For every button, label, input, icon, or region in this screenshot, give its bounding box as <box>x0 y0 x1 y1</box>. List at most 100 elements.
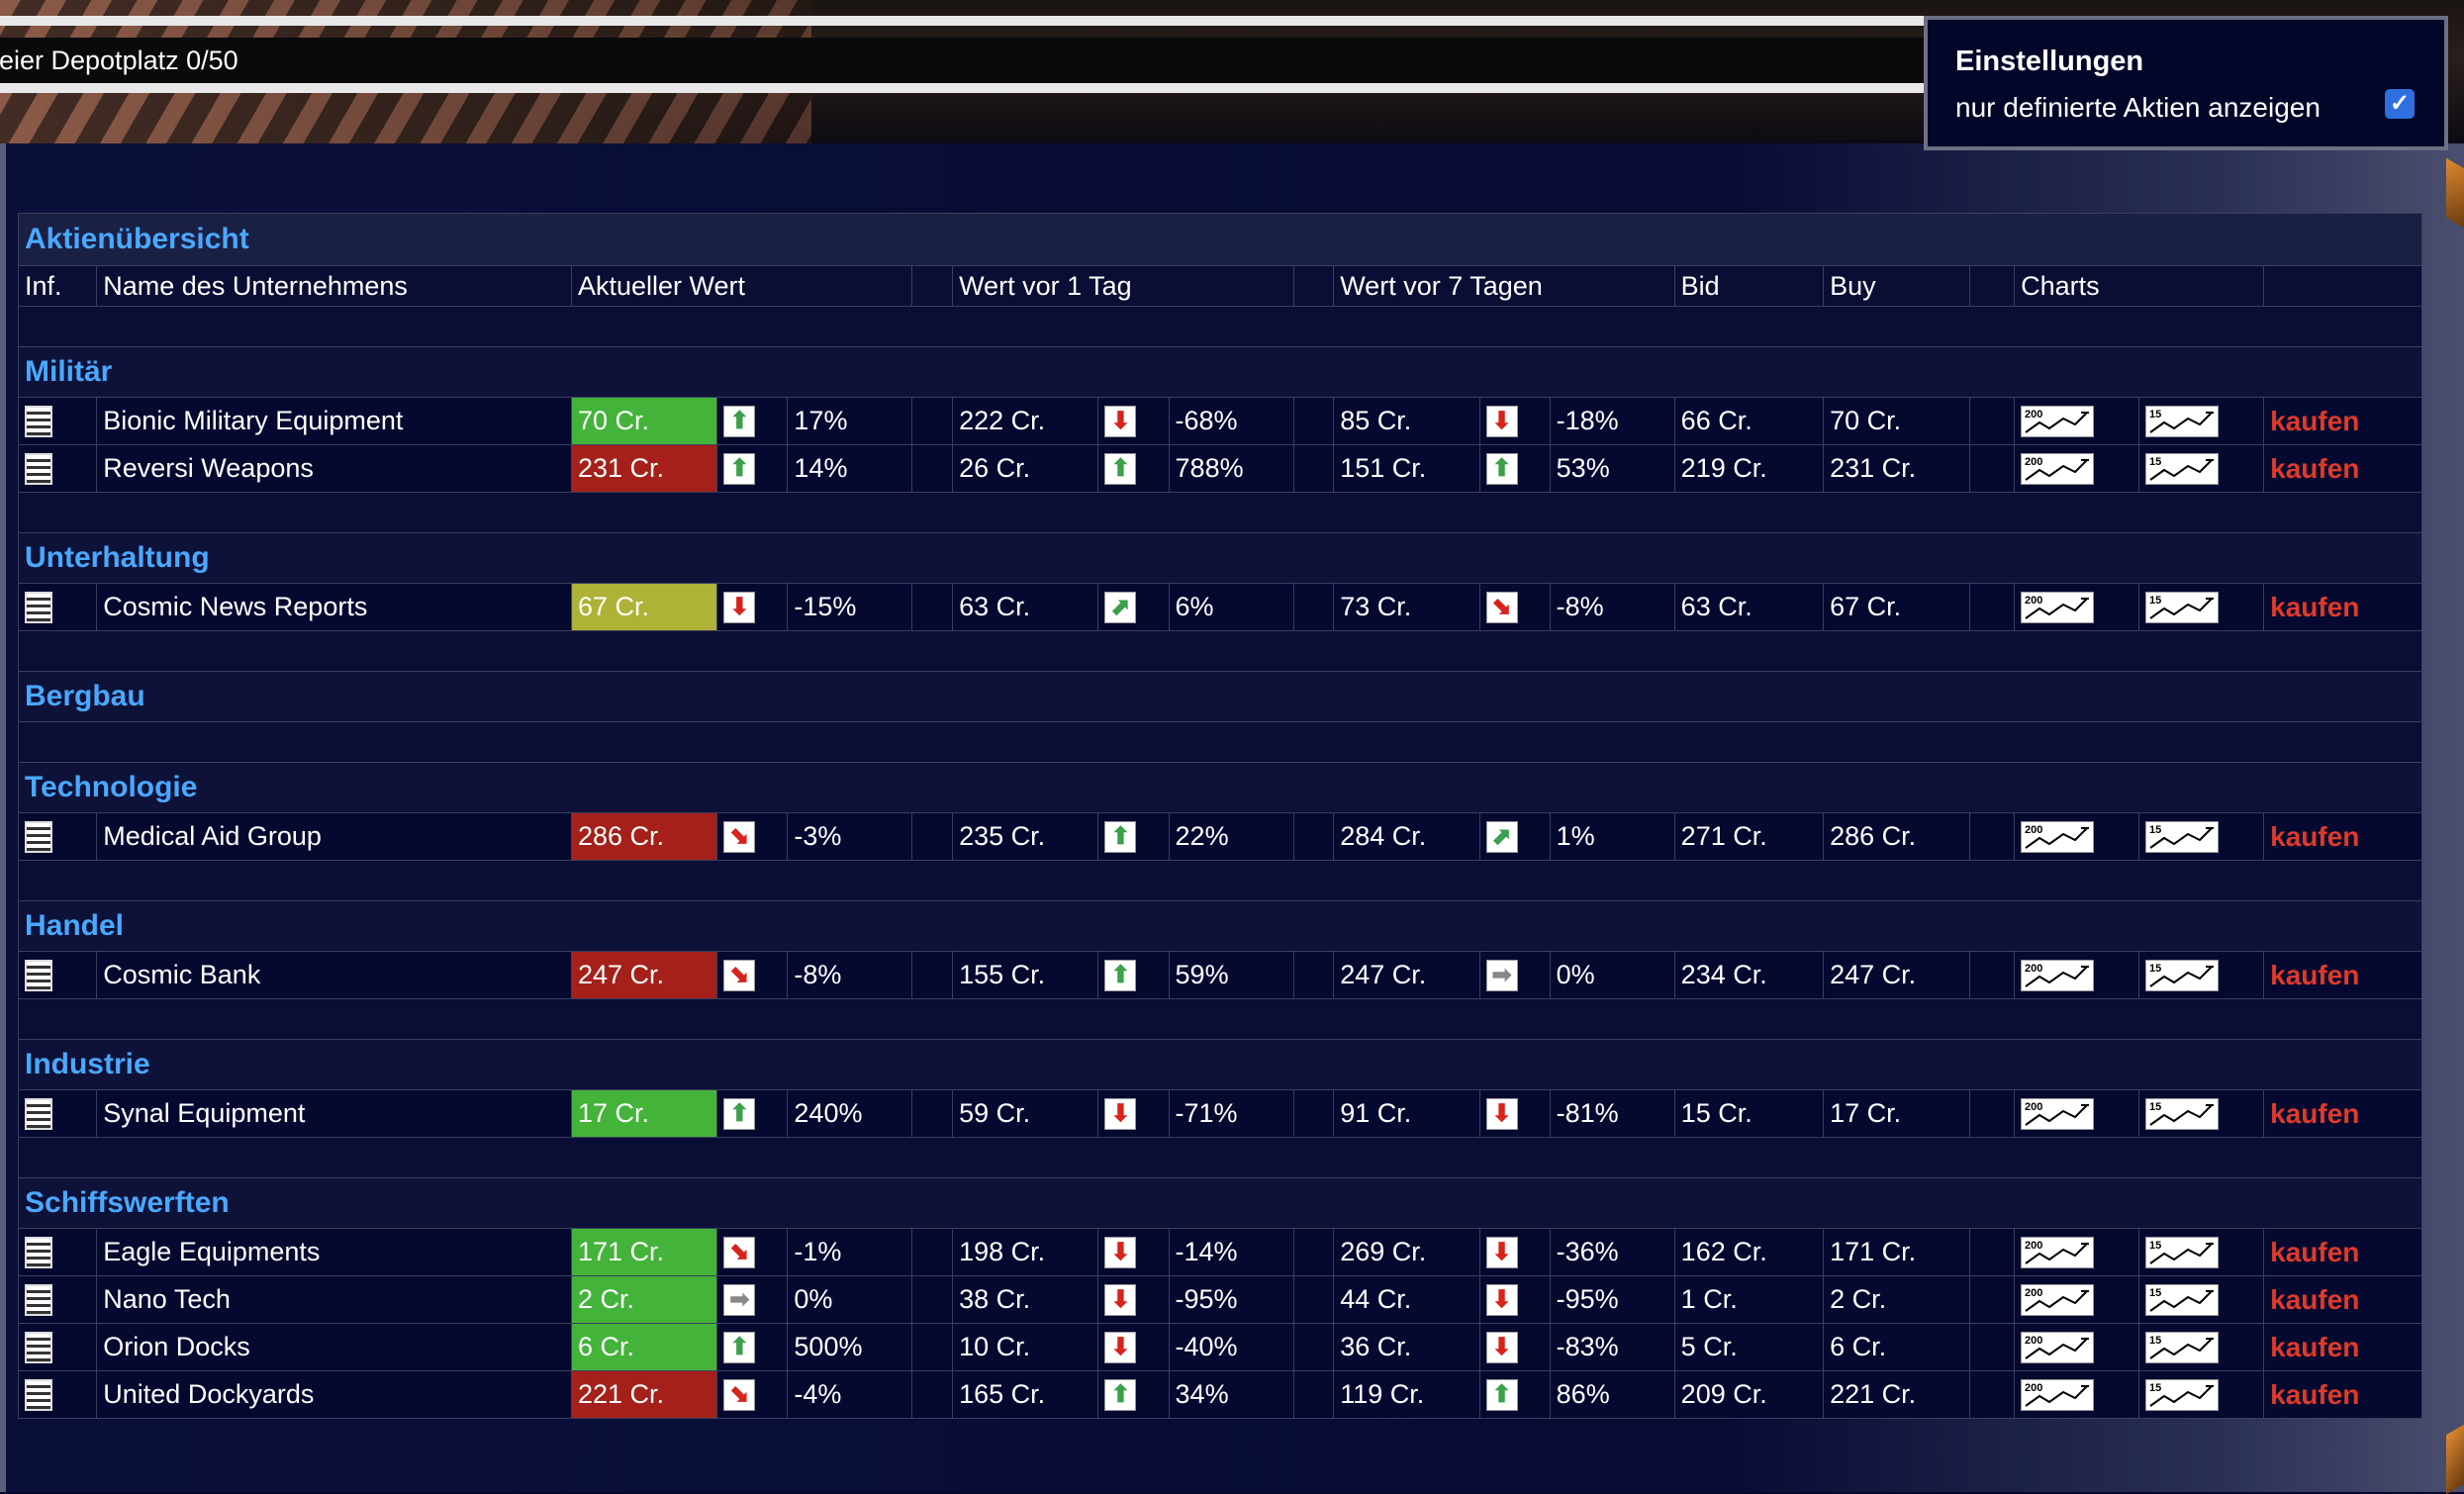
trend-arrow-glyph: ⬆ <box>1110 1380 1131 1408</box>
info-document-icon[interactable] <box>25 1331 52 1363</box>
trend-cell: ⬇ <box>1478 1323 1551 1371</box>
trend-down-icon: ⬇ <box>1485 1283 1518 1316</box>
chart-15-icon[interactable]: 15 <box>2145 591 2220 623</box>
chart-200-cell: 200 <box>2014 812 2140 861</box>
buy-link[interactable]: kaufen <box>2270 820 2360 852</box>
trend-diagdown-icon: ⬊ <box>723 1236 756 1268</box>
trend-up-icon: ⬆ <box>1104 1378 1137 1411</box>
company-name: Synal Equipment <box>96 1089 572 1138</box>
separator-cell <box>1292 812 1335 861</box>
trend-diagdown-icon: ⬊ <box>1485 591 1518 623</box>
chart-15-icon[interactable]: 15 <box>2145 452 2220 485</box>
value-1-day: 235 Cr. <box>952 812 1099 861</box>
trend-cell: ⬆ <box>716 1323 789 1371</box>
chart-200-icon[interactable]: 200 <box>2021 959 2095 991</box>
chart-200-icon[interactable]: 200 <box>2021 591 2095 623</box>
buy-link[interactable]: kaufen <box>2270 405 2360 436</box>
trend-cell: ⬆ <box>1097 1370 1170 1419</box>
chart-200-icon[interactable]: 200 <box>2021 1236 2095 1268</box>
trend-cell: ⬊ <box>716 1228 789 1276</box>
separator-cell <box>911 583 954 631</box>
buy-link[interactable]: kaufen <box>2270 1283 2360 1315</box>
trend-cell: ⬆ <box>716 397 789 445</box>
chart-15-cell: 15 <box>2138 951 2265 999</box>
buy-link[interactable]: kaufen <box>2270 1236 2360 1267</box>
chart-15-icon[interactable]: 15 <box>2145 1236 2220 1268</box>
trend-down-icon: ⬇ <box>1104 405 1137 437</box>
trend-arrow-glyph: ⬊ <box>729 1238 750 1265</box>
trend-diagdown-icon: ⬊ <box>723 820 756 853</box>
buy-action-cell: kaufen <box>2263 397 2422 445</box>
info-document-icon[interactable] <box>25 452 52 485</box>
buy-link[interactable]: kaufen <box>2270 1097 2360 1129</box>
chart-200-icon[interactable]: 200 <box>2021 820 2095 853</box>
buy-link[interactable]: kaufen <box>2270 1378 2360 1410</box>
info-document-icon[interactable] <box>25 591 52 623</box>
chart-15-icon[interactable]: 15 <box>2145 1283 2220 1316</box>
buy-action-cell: kaufen <box>2263 1228 2422 1276</box>
buy-value: 221 Cr. <box>1823 1370 1971 1419</box>
company-name: Eagle Equipments <box>96 1228 572 1276</box>
buy-link[interactable]: kaufen <box>2270 1331 2360 1362</box>
buy-link[interactable]: kaufen <box>2270 959 2360 990</box>
spacer-row <box>18 306 2422 347</box>
svg-text:200: 200 <box>2025 409 2042 420</box>
info-document-icon[interactable] <box>25 1378 52 1411</box>
chart-200-cell: 200 <box>2014 397 2140 445</box>
change-1-day-pct: -68% <box>1168 397 1294 445</box>
info-cell <box>17 1323 98 1371</box>
info-document-icon[interactable] <box>25 1236 52 1268</box>
chart-15-icon[interactable]: 15 <box>2145 1378 2220 1411</box>
info-document-icon[interactable] <box>25 820 52 853</box>
separator-cell <box>911 1089 954 1138</box>
chart-200-icon[interactable]: 200 <box>2021 1331 2095 1363</box>
current-value: 67 Cr. <box>570 583 718 631</box>
info-document-icon[interactable] <box>25 1283 52 1316</box>
category-heading: Militär <box>18 346 2422 398</box>
bid-value: 234 Cr. <box>1673 951 1825 999</box>
spacer-row <box>18 1137 2422 1178</box>
trend-down-icon: ⬇ <box>1485 405 1518 437</box>
buy-action-cell: kaufen <box>2263 1370 2422 1419</box>
svg-text:200: 200 <box>2025 1382 2042 1394</box>
trend-down-icon: ⬇ <box>1104 1236 1137 1268</box>
chart-200-icon[interactable]: 200 <box>2021 405 2095 437</box>
chart-15-cell: 15 <box>2138 583 2265 631</box>
chart-15-icon[interactable]: 15 <box>2145 1097 2220 1130</box>
chart-200-cell: 200 <box>2014 583 2140 631</box>
info-document-icon[interactable] <box>25 1097 52 1130</box>
separator-cell <box>1292 1275 1335 1324</box>
buy-value: 6 Cr. <box>1823 1323 1971 1371</box>
col-header-inf: Inf. <box>17 265 98 307</box>
trend-cell: ➡ <box>1478 951 1551 999</box>
spacer-cell <box>18 721 2422 763</box>
trend-arrow-glyph: ⬇ <box>1491 1285 1512 1313</box>
chart-200-icon[interactable]: 200 <box>2021 1097 2095 1130</box>
info-cell <box>17 951 98 999</box>
value-1-day: 155 Cr. <box>952 951 1099 999</box>
spacer-cell <box>18 998 2422 1040</box>
chart-200-icon[interactable]: 200 <box>2021 1283 2095 1316</box>
chart-15-icon[interactable]: 15 <box>2145 405 2220 437</box>
chart-200-icon[interactable]: 200 <box>2021 452 2095 485</box>
trend-right-icon: ➡ <box>723 1283 756 1316</box>
value-7-days: 269 Cr. <box>1333 1228 1480 1276</box>
buy-link[interactable]: kaufen <box>2270 591 2360 622</box>
trend-up-icon: ⬆ <box>1485 1378 1518 1411</box>
trend-cell: ⬇ <box>1097 1275 1170 1324</box>
chart-15-cell: 15 <box>2138 1323 2265 1371</box>
separator-cell <box>1969 812 2016 861</box>
separator-cell <box>1292 397 1335 445</box>
info-document-icon[interactable] <box>25 405 52 437</box>
chart-15-cell: 15 <box>2138 397 2265 445</box>
chart-15-icon[interactable]: 15 <box>2145 959 2220 991</box>
chart-15-icon[interactable]: 15 <box>2145 820 2220 853</box>
separator-cell <box>1969 1275 2016 1324</box>
category-heading: Schiffswerften <box>18 1177 2422 1229</box>
info-document-icon[interactable] <box>25 959 52 991</box>
chart-200-icon[interactable]: 200 <box>2021 1378 2095 1411</box>
buy-link[interactable]: kaufen <box>2270 452 2360 484</box>
buy-value: 17 Cr. <box>1823 1089 1971 1138</box>
show-defined-stocks-checkbox[interactable]: ✓ <box>2385 89 2415 119</box>
chart-15-icon[interactable]: 15 <box>2145 1331 2220 1363</box>
